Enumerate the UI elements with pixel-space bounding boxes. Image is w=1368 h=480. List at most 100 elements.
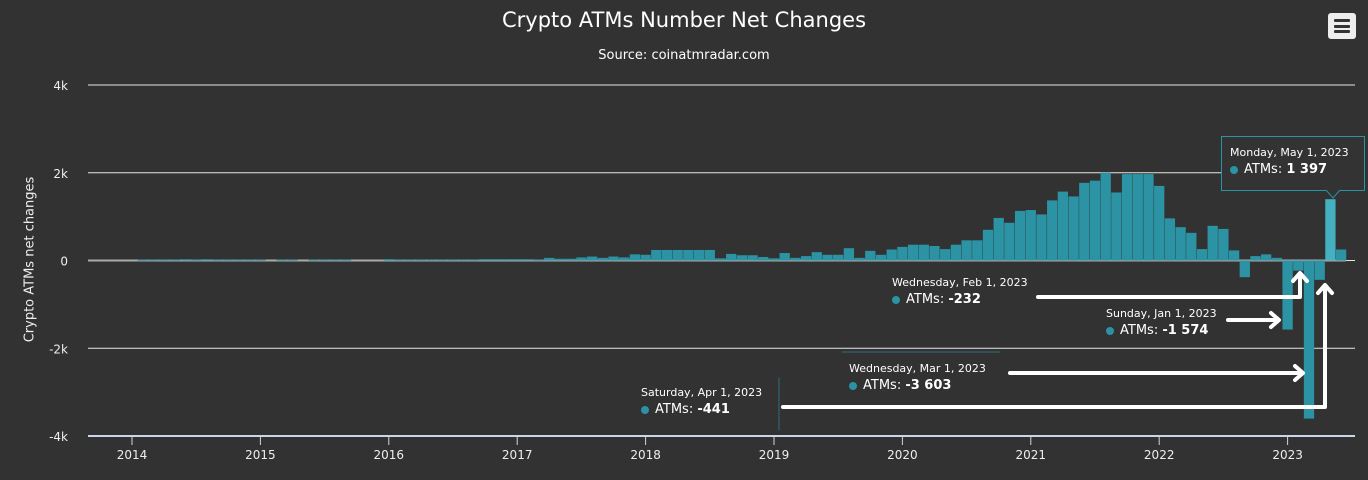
bar[interactable] xyxy=(597,257,608,261)
bar[interactable] xyxy=(522,259,534,261)
bar[interactable] xyxy=(1121,174,1133,261)
bar[interactable] xyxy=(244,259,255,261)
bar[interactable] xyxy=(1100,172,1111,261)
bar[interactable] xyxy=(1025,210,1036,261)
bar[interactable] xyxy=(1004,222,1015,261)
bar[interactable] xyxy=(576,257,587,261)
bar[interactable] xyxy=(661,249,673,261)
bar[interactable] xyxy=(875,254,887,261)
bar[interactable] xyxy=(1143,174,1154,261)
bar[interactable] xyxy=(554,258,566,261)
bar[interactable] xyxy=(972,240,983,261)
bar[interactable] xyxy=(437,259,448,261)
bar[interactable] xyxy=(907,244,919,261)
bar[interactable] xyxy=(148,259,159,261)
bar[interactable] xyxy=(1293,260,1304,271)
bar[interactable] xyxy=(1335,249,1347,261)
bar[interactable] xyxy=(1154,185,1165,261)
bar[interactable] xyxy=(1303,260,1315,419)
bar[interactable] xyxy=(715,258,726,261)
bar[interactable] xyxy=(1047,200,1058,261)
bar[interactable] xyxy=(565,258,576,261)
bar[interactable] xyxy=(1186,232,1197,261)
bar[interactable] xyxy=(308,259,320,261)
bar[interactable] xyxy=(747,255,758,261)
bar[interactable] xyxy=(405,259,416,261)
bar[interactable] xyxy=(640,254,651,261)
bar[interactable] xyxy=(1196,249,1208,261)
bar[interactable] xyxy=(790,257,801,261)
bar[interactable] xyxy=(255,259,266,261)
bar[interactable] xyxy=(672,249,683,261)
bar[interactable] xyxy=(544,257,555,261)
bar[interactable] xyxy=(940,249,951,261)
bar[interactable] xyxy=(950,244,962,261)
bar[interactable] xyxy=(180,259,191,261)
bar[interactable] xyxy=(1175,227,1186,261)
bar[interactable] xyxy=(726,253,737,261)
bar[interactable] xyxy=(287,259,298,261)
bar[interactable] xyxy=(169,259,180,261)
bar[interactable] xyxy=(961,240,972,261)
bar[interactable] xyxy=(897,246,908,261)
bar[interactable] xyxy=(704,249,715,261)
bar[interactable] xyxy=(1218,228,1229,261)
bar[interactable] xyxy=(1014,210,1026,261)
bar[interactable] xyxy=(233,259,245,261)
bar[interactable] xyxy=(758,256,769,261)
bar[interactable] xyxy=(619,257,630,261)
bar[interactable] xyxy=(469,259,480,261)
bar[interactable] xyxy=(426,259,437,261)
hamburger-menu-icon[interactable] xyxy=(1328,13,1356,39)
bar[interactable] xyxy=(501,259,512,261)
bar[interactable] xyxy=(843,248,855,261)
bar[interactable] xyxy=(212,259,223,261)
bar[interactable] xyxy=(158,259,170,261)
bar[interactable] xyxy=(1132,174,1143,261)
bar[interactable] xyxy=(854,257,865,261)
bar[interactable] xyxy=(1250,256,1261,261)
bar[interactable] xyxy=(1207,225,1218,261)
bar[interactable] xyxy=(223,259,234,261)
bar[interactable] xyxy=(929,246,940,261)
bar[interactable] xyxy=(319,259,330,261)
bar[interactable] xyxy=(1228,250,1240,261)
bar[interactable] xyxy=(1164,218,1176,261)
bar[interactable] xyxy=(415,259,427,261)
bar[interactable] xyxy=(833,254,844,261)
bar[interactable] xyxy=(800,256,812,261)
bar[interactable] xyxy=(1068,196,1079,261)
bar[interactable] xyxy=(458,259,469,261)
bar[interactable] xyxy=(1314,260,1325,280)
bar[interactable] xyxy=(394,259,405,261)
bar[interactable] xyxy=(340,259,352,261)
bar[interactable] xyxy=(512,259,523,261)
bar[interactable] xyxy=(886,249,897,261)
bar[interactable] xyxy=(918,244,929,261)
bar[interactable] xyxy=(1111,192,1122,261)
bar[interactable] xyxy=(608,256,619,261)
bar[interactable] xyxy=(629,254,641,261)
bar[interactable] xyxy=(533,259,544,261)
bar[interactable] xyxy=(586,256,598,261)
bar[interactable] xyxy=(1271,257,1283,261)
bar[interactable] xyxy=(447,259,459,261)
bar[interactable] xyxy=(490,259,501,261)
bar[interactable] xyxy=(683,249,694,261)
bar[interactable] xyxy=(982,229,994,261)
bar[interactable] xyxy=(651,249,662,261)
bar[interactable] xyxy=(779,253,790,261)
bar[interactable] xyxy=(201,259,213,261)
bar[interactable] xyxy=(1325,199,1336,261)
bar[interactable] xyxy=(1089,180,1101,261)
bar[interactable] xyxy=(1036,214,1047,261)
bar[interactable] xyxy=(865,250,876,261)
bar[interactable] xyxy=(276,259,287,261)
bar[interactable] xyxy=(1261,254,1272,261)
bar[interactable] xyxy=(768,258,780,261)
bar[interactable] xyxy=(1057,191,1069,261)
bar[interactable] xyxy=(1239,260,1250,278)
bar[interactable] xyxy=(993,217,1004,261)
bar[interactable] xyxy=(736,255,748,261)
bar[interactable] xyxy=(137,259,148,261)
